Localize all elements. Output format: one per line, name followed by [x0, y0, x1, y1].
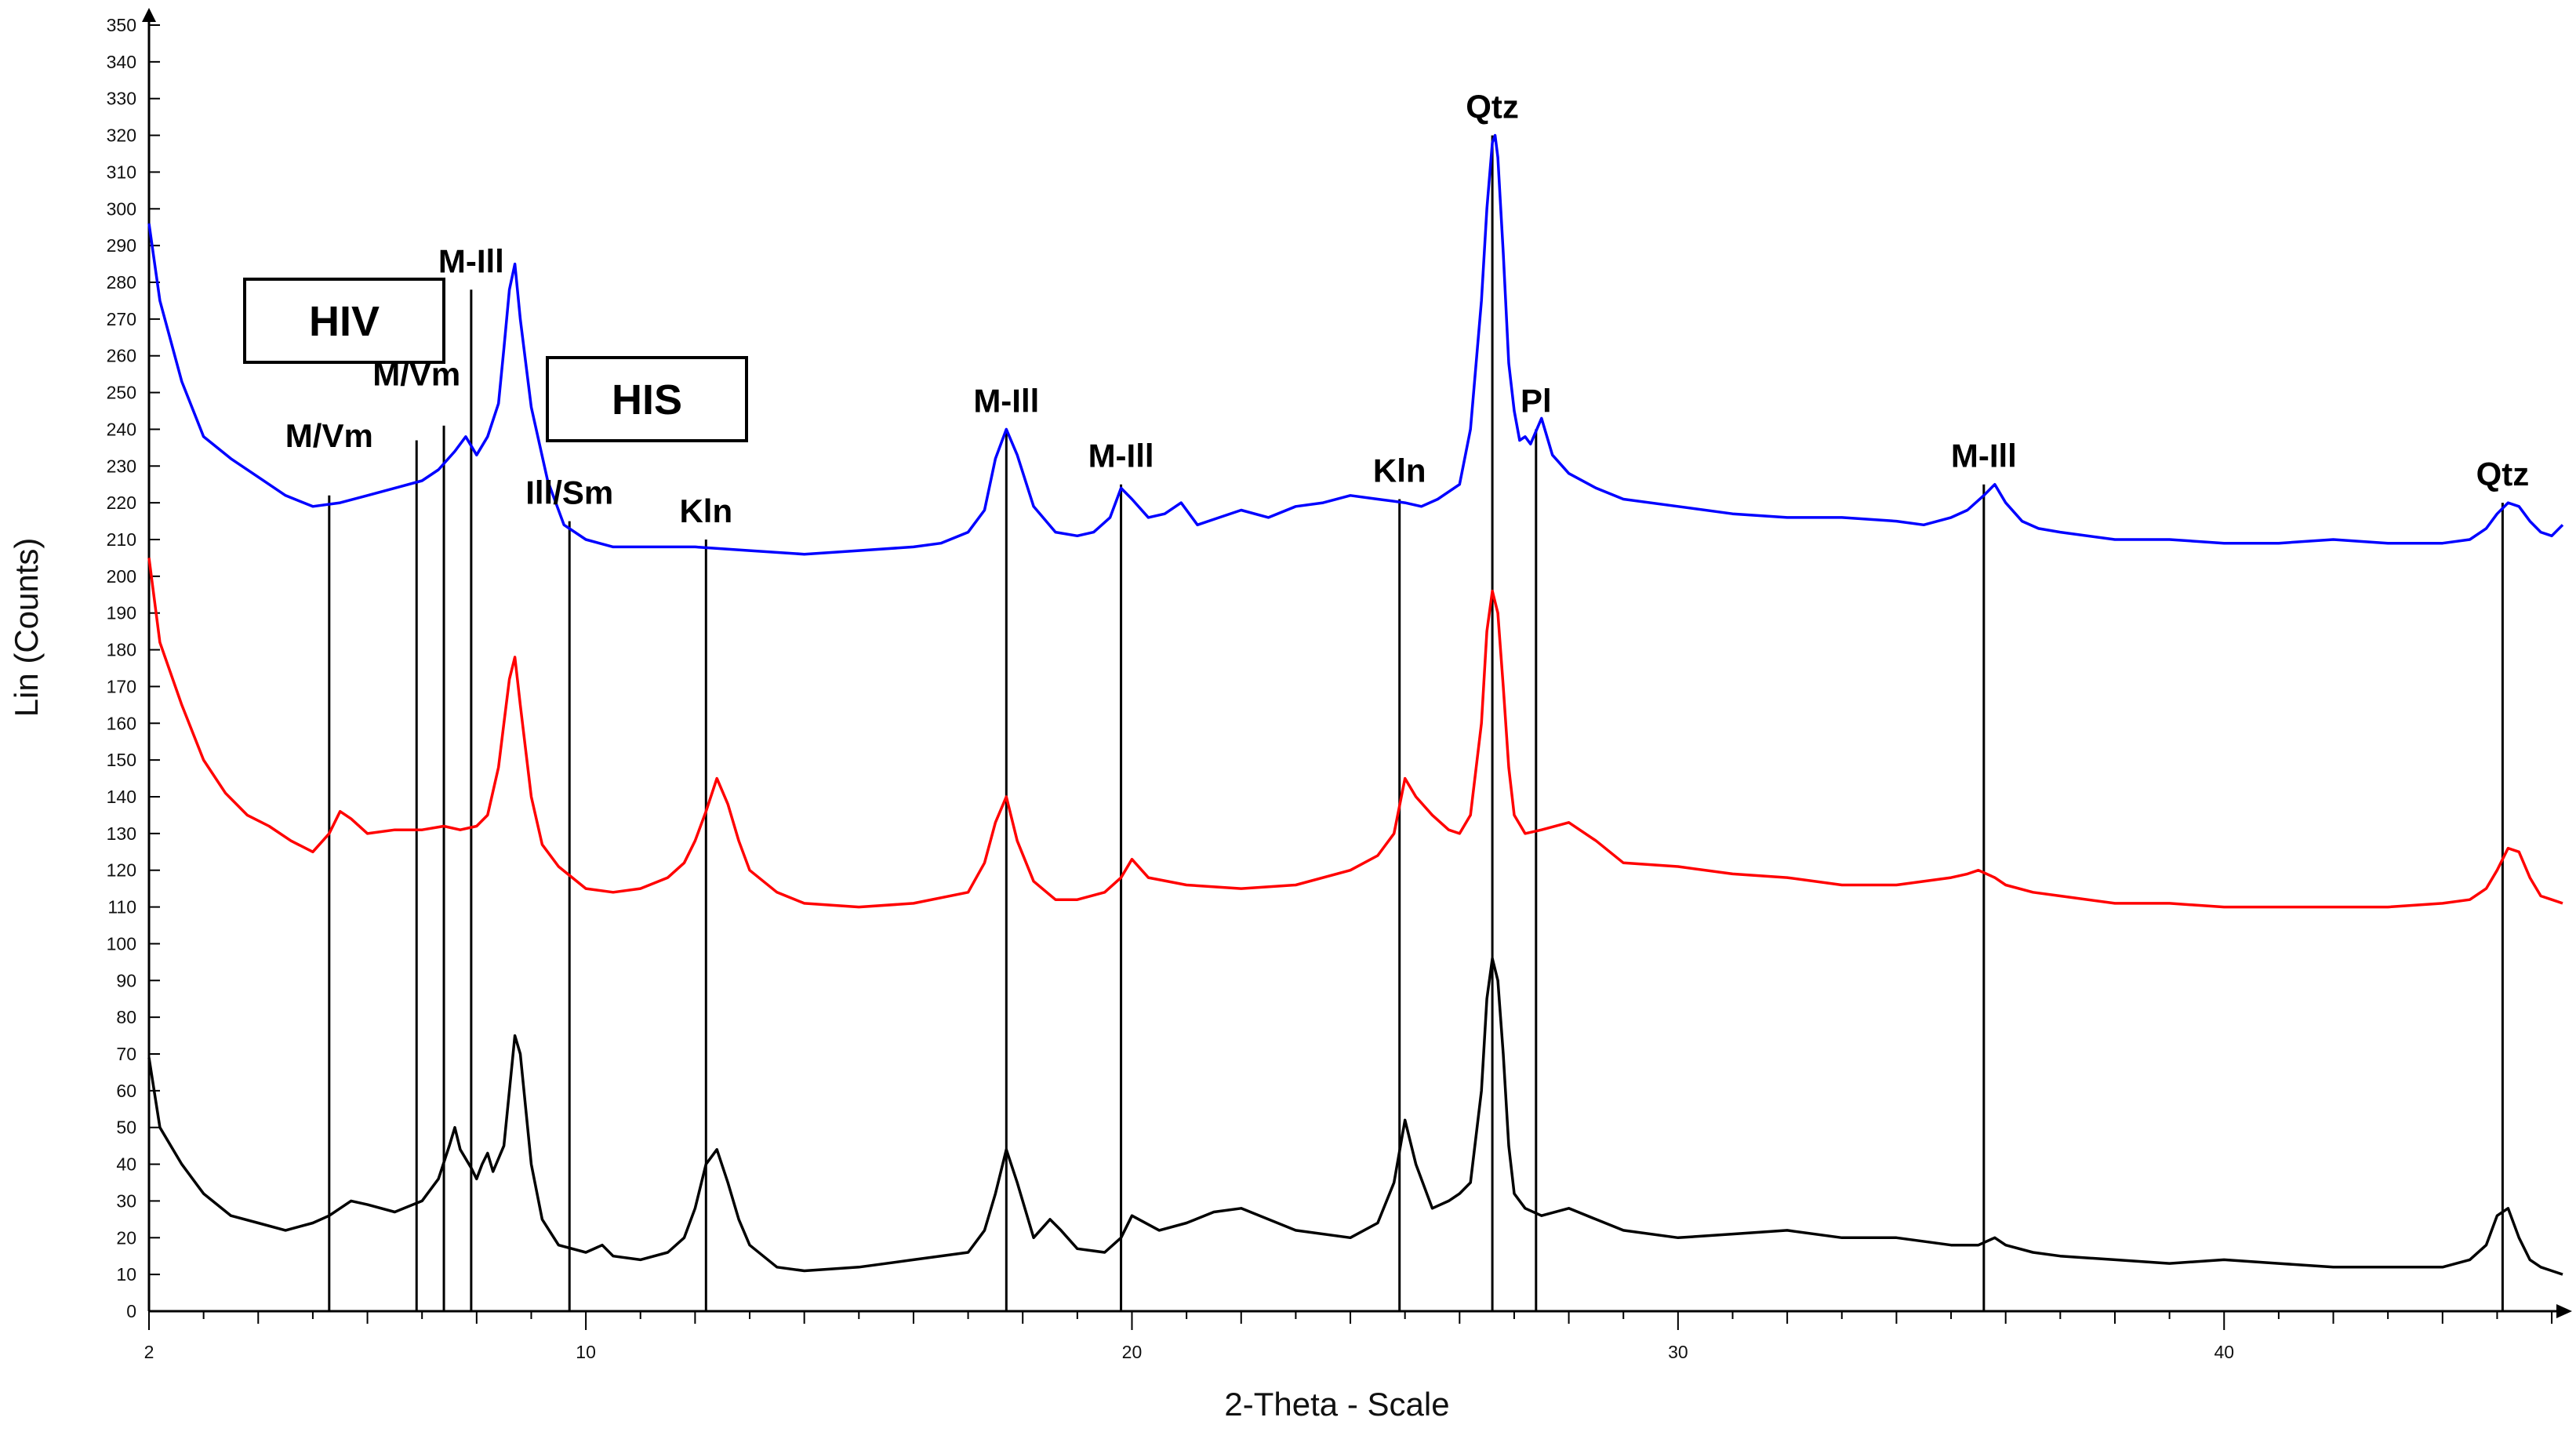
y-tick-label: 290 — [107, 235, 136, 256]
y-tick-label: 50 — [116, 1117, 136, 1138]
x-tick-label: 20 — [1122, 1342, 1143, 1362]
y-tick-label: 340 — [107, 52, 136, 72]
series-line-3 — [147, 957, 2563, 1276]
y-tick-label: 320 — [107, 125, 136, 146]
y-tick-label: 140 — [107, 787, 136, 807]
y-tick-label: 220 — [107, 492, 136, 513]
y-tick-label: 60 — [116, 1081, 136, 1101]
y-axis-title: Lin (Counts) — [8, 538, 45, 718]
x-tick-label: 10 — [576, 1342, 596, 1362]
x-tick-label: 2 — [144, 1342, 154, 1362]
series-line-1 — [147, 133, 2564, 556]
annotation-box — [546, 356, 748, 442]
y-tick-label: 70 — [116, 1044, 136, 1064]
y-tick-label: 310 — [107, 162, 136, 182]
y-tick-label: 240 — [107, 419, 136, 439]
peak-label: M/Vm — [285, 417, 373, 454]
annotation-boxes: HIV HIS — [243, 278, 748, 442]
y-tick-label: 180 — [107, 640, 136, 660]
series-line-2 — [147, 558, 2563, 909]
y-tick-label: 100 — [107, 933, 136, 954]
y-tick-label: 80 — [116, 1007, 136, 1027]
peak-label: M-Ill — [973, 382, 1039, 419]
y-tick-label: 20 — [116, 1227, 136, 1248]
y-tick-label: 260 — [107, 346, 136, 366]
y-tick-label: 190 — [107, 603, 136, 623]
y-tick-label: 0 — [126, 1301, 136, 1321]
y-tick-label: 330 — [107, 89, 136, 109]
series-group — [147, 133, 2564, 1276]
peak-label: Kln — [679, 492, 732, 529]
y-tick-label: 170 — [107, 676, 136, 696]
peak-label: Ill/Sm — [525, 474, 613, 511]
peak-label: M-Ill — [438, 242, 504, 279]
y-tick-label: 230 — [107, 456, 136, 476]
peak-label: M-Ill — [1951, 438, 2017, 474]
axes: 0 10 20 30 40 50 60 70 80 90 100 110 120 130 140 150 160… — [107, 8, 2572, 1362]
y-tick-label: 280 — [107, 272, 136, 293]
y-tick-label: 150 — [107, 750, 136, 770]
peak-label: M-Ill — [1088, 438, 1154, 474]
peak-label: Qtz — [2476, 456, 2530, 492]
y-tick-label: 120 — [107, 860, 136, 881]
y-tick-label: 90 — [116, 970, 136, 990]
y-tick-label: 160 — [107, 713, 136, 733]
y-tick-label: 110 — [107, 897, 136, 918]
y-tick-label: 30 — [116, 1190, 136, 1211]
annotation-box — [243, 278, 445, 364]
x-axis-title: 2-Theta - Scale — [1224, 1386, 1449, 1423]
y-tick-label: 250 — [107, 383, 136, 403]
y-tick-label: 10 — [116, 1264, 136, 1285]
peak-label: Pl — [1521, 382, 1552, 419]
annotation-label: HIV — [309, 298, 380, 345]
y-tick-label: 270 — [107, 309, 136, 329]
y-tick-label: 200 — [107, 566, 136, 587]
peak-label: Kln — [1373, 452, 1426, 489]
x-axis-arrow — [2556, 1304, 2572, 1318]
y-tick-label: 210 — [107, 529, 136, 550]
y-axis-arrow — [142, 8, 156, 22]
peak-label: Qtz — [1466, 89, 1519, 125]
y-tick-label: 300 — [107, 198, 136, 219]
y-tick-label: 40 — [116, 1154, 136, 1175]
y-tick-label: 350 — [107, 15, 136, 35]
x-tick-label: 30 — [1668, 1342, 1688, 1362]
annotation-label: HIS — [612, 376, 682, 423]
x-tick-label: 40 — [2214, 1342, 2234, 1362]
y-tick-label: 130 — [107, 823, 136, 844]
peak-marker-lines — [328, 135, 2504, 1311]
